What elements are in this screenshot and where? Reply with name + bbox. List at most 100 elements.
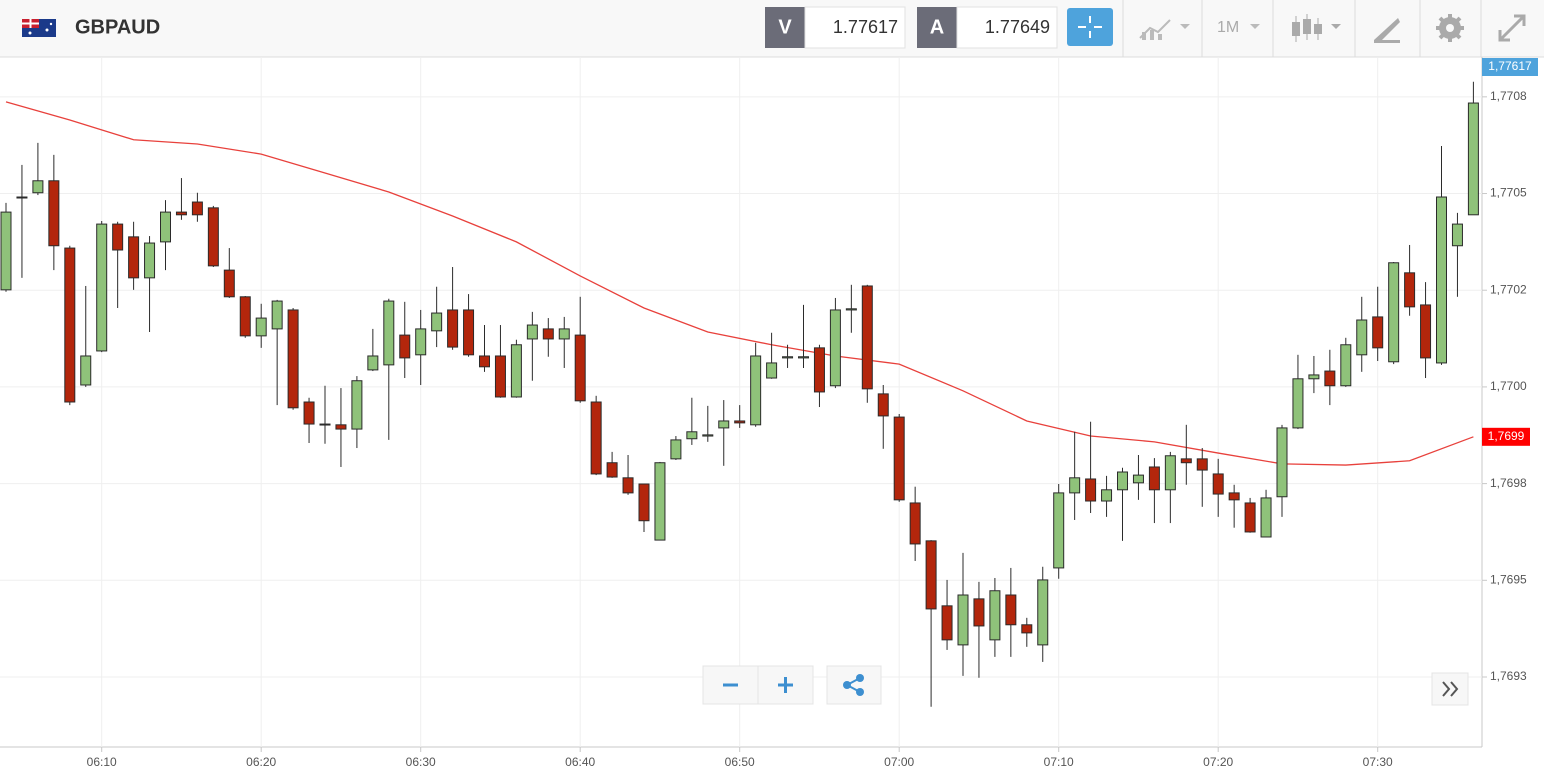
x-tick-label: 06:40 [565,755,595,769]
candle-body [1276,427,1288,498]
candle-body [207,207,219,267]
buy-label: A [930,16,944,38]
candle-body [542,328,554,340]
price-badge-label: 1,77617 [1488,59,1532,73]
candle-body [1356,319,1368,356]
timeframe[interactable]: 1M [1217,19,1239,36]
zoom-in-button[interactable] [757,665,814,705]
candle-body [558,328,570,340]
y-tick-label: 1,7693 [1490,669,1527,683]
candle-body [303,401,315,425]
candle-body [1164,455,1176,491]
candle-body [606,462,618,478]
candle-body [223,269,235,298]
candle-body [64,247,76,403]
candle-body [1324,370,1336,387]
candle-body [829,309,841,387]
candle-body [574,334,586,402]
candle-body [1212,473,1224,495]
zoom-out-button[interactable] [702,665,759,705]
sell-button[interactable] [765,7,805,48]
candle-body [1069,477,1081,494]
candle-body [399,334,411,359]
candle-body [702,434,714,437]
candle-body [1372,316,1384,349]
candle-body [1308,374,1320,380]
candle-body [510,344,522,398]
x-tick-label: 07:20 [1203,755,1233,769]
candle-body [766,362,778,379]
candle-body [1404,272,1416,308]
candle-body [654,462,666,541]
candle-body [686,431,698,440]
candle-body [319,423,331,426]
share-button[interactable] [826,665,882,705]
candle-body [925,540,937,610]
candle-body [494,355,506,398]
candle-body [1117,471,1128,491]
sell-label: V [778,16,792,38]
candle-body [1292,378,1304,429]
candle-body [191,201,203,216]
crosshair-button[interactable] [1067,8,1113,46]
candle-body [782,356,794,359]
candle-body [1244,502,1256,533]
y-tick-label: 1,7695 [1490,572,1527,586]
y-tick-label: 1,7700 [1490,379,1527,393]
candle-body [1340,344,1352,387]
candle-body [1388,262,1400,363]
candle-body [1053,492,1065,569]
draw-button[interactable] [1374,18,1400,43]
candle-body [1196,458,1208,471]
candle-body [1037,579,1049,646]
candle-body [271,300,283,330]
y-tick-label: 1,7705 [1490,186,1527,200]
candle-body [1451,223,1463,247]
candle-body [335,424,347,430]
candle-body [32,180,44,194]
sell-price: 1.77617 [833,17,898,37]
candle-body [367,355,379,371]
x-tick-label: 06:30 [406,755,436,769]
candle-body [16,196,28,199]
flag [22,19,56,37]
candle-body [1132,474,1144,484]
candle-body [128,236,140,279]
timeframe-caret [1250,24,1260,29]
candle-body [0,211,12,291]
candle-body [734,420,746,424]
x-tick-label: 07:00 [884,755,914,769]
candle-body [670,439,682,460]
scroll-end-button[interactable] [1431,672,1469,706]
x-tick-label: 07:30 [1363,755,1393,769]
candle-body [989,590,1001,641]
chart-type-button[interactable] [1292,14,1341,42]
candle-body [893,416,905,501]
y-tick-label: 1,7698 [1490,476,1527,490]
buy-button[interactable] [917,7,957,48]
x-tick-label: 06:50 [725,755,755,769]
ma-value-label: 1,7699 [1488,429,1525,443]
candle-body [351,380,363,430]
indicator-button[interactable] [1139,19,1190,40]
settings-button[interactable] [1436,14,1464,42]
candle-body [877,393,889,417]
candle-body [96,223,108,352]
candle-body [638,483,650,522]
candle-body [941,605,953,641]
candle-body [255,317,267,337]
candle-body [447,309,459,348]
candle-body [622,477,634,494]
price-badge [1482,58,1538,76]
candle-body [861,285,873,390]
candle-body [1260,497,1272,538]
candle-body [287,309,299,409]
fullscreen-button[interactable] [1498,14,1526,42]
candle-body [1101,489,1113,502]
candle-body [1021,624,1033,634]
ma-value-box [1482,427,1530,446]
moving-average-line [5,101,1474,466]
candle-body [239,296,251,337]
candle-body [798,356,809,359]
